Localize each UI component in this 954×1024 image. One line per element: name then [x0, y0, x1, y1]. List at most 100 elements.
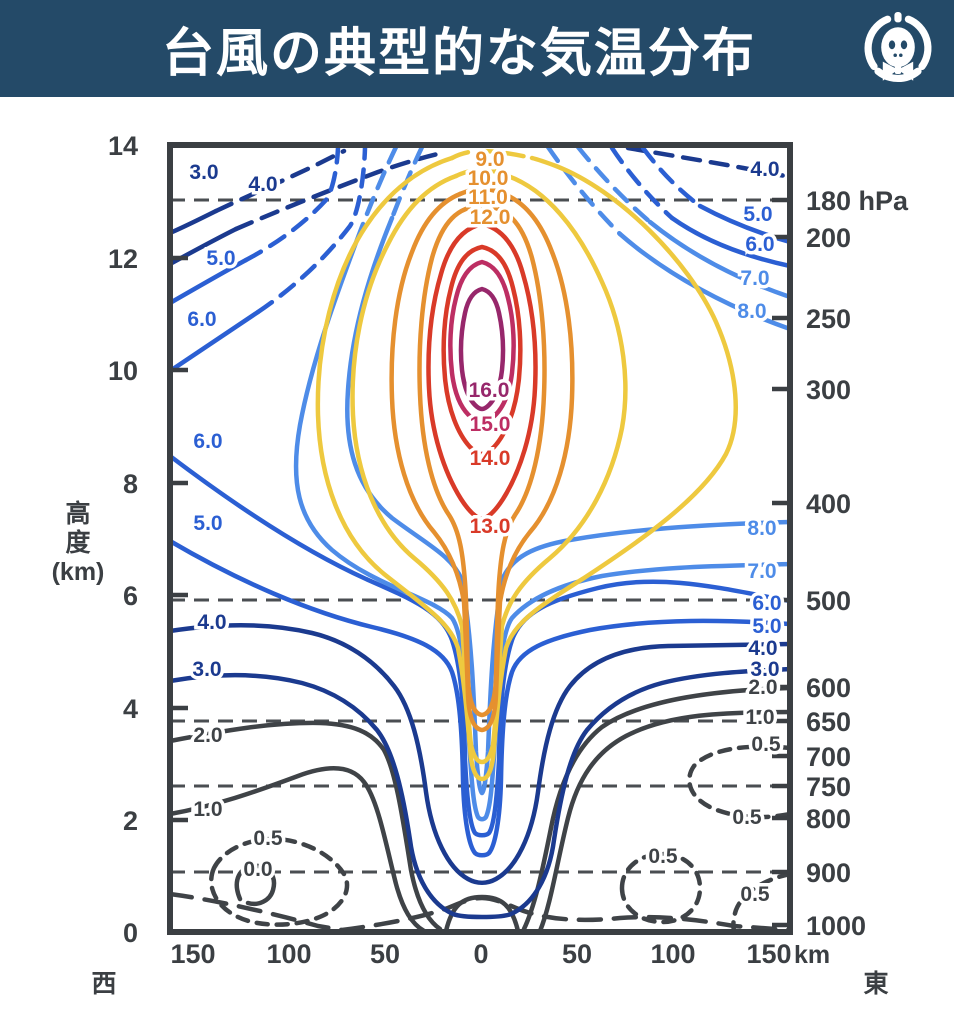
contour-3.0-main	[167, 666, 793, 920]
svg-text:7.0: 7.0	[747, 560, 776, 583]
contour-15.0	[448, 259, 516, 425]
contour-10.0-apex	[453, 167, 511, 179]
svg-text:0.5: 0.5	[253, 827, 283, 850]
svg-text:500: 500	[806, 586, 851, 616]
contour-13.0	[426, 221, 538, 522]
svg-text:2.0: 2.0	[748, 676, 777, 699]
mascot-face-icon	[864, 12, 932, 83]
svg-text:12: 12	[108, 244, 138, 274]
svg-text:150: 150	[746, 939, 791, 969]
svg-text:8.0: 8.0	[747, 517, 776, 540]
contour-11.0-apex	[457, 186, 507, 197]
svg-text:9.0: 9.0	[475, 148, 504, 171]
svg-text:0: 0	[123, 918, 138, 948]
contour-5.0-main	[167, 538, 793, 858]
svg-text:600: 600	[806, 673, 851, 703]
contour-0.5-east-blob	[687, 744, 793, 820]
svg-text:14: 14	[108, 131, 138, 161]
svg-text:5.0: 5.0	[206, 247, 235, 270]
contour-1.0-west	[167, 766, 427, 934]
contour-14.0	[441, 244, 523, 457]
plot-frame	[167, 142, 793, 935]
contour-6.0-top-west	[167, 309, 261, 374]
west-label: 西	[91, 970, 116, 998]
title-bar: 台風の典型的な気温分布	[0, 0, 954, 97]
contour-8.0-top-east	[545, 144, 623, 237]
svg-text:6.0: 6.0	[745, 233, 774, 256]
contour-9.0-apex	[449, 148, 535, 161]
svg-text:650: 650	[806, 707, 851, 737]
svg-text:150: 150	[170, 939, 215, 969]
svg-text:5.0: 5.0	[752, 615, 781, 638]
contour-7.0-top-east	[575, 144, 653, 225]
svg-text:0.5: 0.5	[751, 733, 781, 756]
contour-9.0	[315, 155, 738, 782]
contour-labels: 3.04.05.06.06.05.04.03.02.01.00.50.09.01…	[184, 145, 785, 910]
svg-text:3.0: 3.0	[192, 658, 221, 681]
svg-text:400: 400	[806, 489, 851, 519]
svg-text:1.0: 1.0	[745, 706, 774, 729]
svg-text:50: 50	[370, 939, 400, 969]
svg-text:180 hPa: 180 hPa	[806, 186, 909, 216]
contour-7.0-wrap	[360, 144, 399, 227]
svg-text:4.0: 4.0	[748, 637, 777, 660]
height-axis-labels: 14 12 10 8 6 4 2 0	[105, 129, 140, 951]
svg-text:5.0: 5.0	[193, 512, 222, 535]
svg-text:700: 700	[806, 742, 851, 772]
svg-text:10: 10	[108, 356, 138, 386]
contour-lines	[167, 144, 793, 934]
svg-text:1.0: 1.0	[193, 798, 222, 821]
svg-text:14.0: 14.0	[470, 447, 511, 470]
east-label: 東	[863, 970, 888, 998]
svg-text:200: 200	[806, 223, 851, 253]
x-unit-label: km	[794, 941, 830, 969]
svg-text:6: 6	[123, 581, 138, 611]
contour-10.0	[350, 173, 628, 765]
svg-text:50: 50	[562, 939, 592, 969]
svg-text:12.0: 12.0	[470, 206, 511, 229]
y-axis-title: 高度	[65, 499, 90, 557]
svg-text:750: 750	[806, 772, 851, 802]
contour-12.0	[417, 203, 547, 718]
svg-text:3.0: 3.0	[189, 161, 218, 184]
svg-text:3.0: 3.0	[750, 658, 779, 681]
svg-text:6.0: 6.0	[187, 308, 216, 331]
svg-text:100: 100	[650, 939, 695, 969]
svg-text:0.5: 0.5	[648, 845, 678, 868]
contour-11.0	[389, 191, 575, 733]
svg-text:8: 8	[123, 469, 138, 499]
svg-text:800: 800	[806, 804, 851, 834]
contour-6.0-main	[167, 453, 793, 838]
svg-text:8.0: 8.0	[737, 300, 766, 323]
svg-text:4.0: 4.0	[750, 158, 779, 181]
contour-2.0-east	[521, 685, 793, 932]
svg-text:900: 900	[806, 858, 851, 888]
svg-text:5.0: 5.0	[743, 203, 772, 226]
axis-ticks	[170, 142, 790, 935]
contour-0.5-east-loop	[619, 851, 703, 925]
contour-4.0-top-west	[167, 226, 239, 267]
svg-text:13.0: 13.0	[470, 515, 511, 538]
svg-text:0: 0	[473, 939, 488, 969]
svg-text:0.0: 0.0	[243, 858, 272, 881]
svg-text:6.0: 6.0	[193, 430, 222, 453]
svg-text:1000: 1000	[806, 911, 866, 941]
contour-5.0-top-east	[640, 145, 703, 209]
svg-text:6.0: 6.0	[752, 592, 781, 615]
contour-0.0-loop	[234, 863, 277, 907]
svg-text:0.5: 0.5	[740, 883, 770, 906]
contour-4.0-main	[167, 623, 793, 885]
svg-text:15.0: 15.0	[470, 413, 511, 436]
svg-text:16.0: 16.0	[469, 379, 510, 402]
svg-text:4.0: 4.0	[197, 611, 226, 634]
svg-text:100: 100	[266, 939, 311, 969]
contour-6.0-top-east	[609, 145, 675, 221]
svg-text:250: 250	[806, 304, 851, 334]
svg-text:11.0: 11.0	[468, 186, 508, 209]
svg-text:0.5: 0.5	[732, 806, 762, 829]
svg-text:10.0: 10.0	[468, 167, 509, 190]
svg-text:7.0: 7.0	[740, 267, 769, 290]
axis-titles: 高度 (km) km 西 東	[52, 499, 889, 998]
